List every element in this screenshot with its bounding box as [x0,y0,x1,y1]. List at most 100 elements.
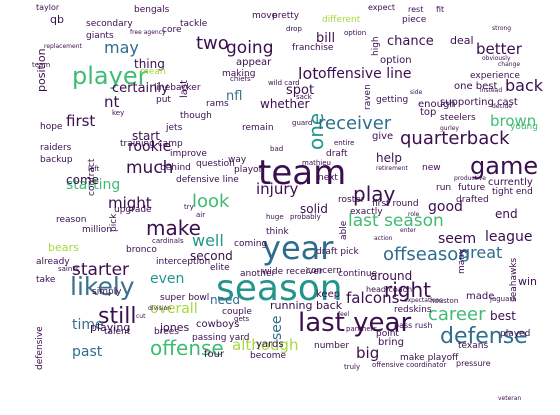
word-likely: likely [70,272,135,301]
word-huge: huge [266,213,284,221]
word-fit: fit [436,5,445,14]
word-improve: improve [170,149,207,159]
word-running-back: running back [270,299,343,312]
word-deal: deal [450,34,474,47]
word-better: better [476,40,522,58]
word-different: different [322,15,361,25]
word-saints: saints [58,265,79,273]
word-redskins: redskins [394,305,432,315]
word-going: going [226,38,274,58]
word-currently: currently [488,177,533,188]
word-sack: sack [296,93,312,101]
word-two: two [196,33,229,54]
word-win: win [518,275,538,288]
word-upgrade: upgrade [114,205,152,215]
word-enter: enter [400,227,417,234]
word-remain: remain [242,123,274,133]
word-talent: talent [104,327,131,337]
word-league: league [485,229,533,245]
word-falcons: falcons [346,289,400,307]
word-make-playoff: make playoff [400,353,459,363]
word-team-small: team [32,61,51,69]
word-cardinals: cardinals [152,237,184,245]
word-jets: jets [166,123,183,133]
word-yards: yards [256,339,284,350]
word-rest: rest [408,5,424,14]
word-bring: bring [378,337,404,348]
word-take: take [36,275,56,285]
word-guard: guard [292,119,313,127]
word-thing: thing [134,57,165,71]
word-become: become [250,351,287,361]
word-panthers: panthers [346,325,378,333]
word-four: four [204,349,225,360]
word-nt: nt [104,93,120,111]
word-draft-pick: draft pick [316,247,359,257]
word-getting: getting [376,95,409,105]
word-cowboys: cowboys [196,319,240,330]
word-offensive-coordinator: offensive coordinator [372,361,447,369]
word-free-agency: free agency [130,29,166,36]
word-past: past [72,344,103,360]
word-pretty: pretty [272,11,300,21]
word-played: played [500,329,531,339]
word-great: great [460,243,503,262]
word-help: help [376,151,402,165]
word-offseason: offseason [383,244,470,265]
word-although: although [232,336,299,354]
word-division: division [148,305,171,312]
word-million: million [82,225,112,235]
word-number: number [314,341,350,351]
word-game: game [470,152,539,180]
word-defensive-line: defensive line [176,175,239,185]
word-one-best: one best [454,81,498,92]
word-high: high [371,36,381,56]
word-bronco: bronco [126,245,157,255]
word-year: year [262,229,334,267]
word-drop: drop [286,25,302,33]
word-keep: keep [316,289,341,300]
word-air: air [196,211,206,219]
word-try: try [184,203,194,211]
word-second: second [190,249,233,263]
word-gurley: gurley [440,125,459,132]
word-wild-card: wild card [268,79,300,87]
word-linebacker: linebacker [154,83,201,93]
word-career: career [428,304,486,325]
word-look: look [192,191,230,212]
word-strong: strong [492,25,512,32]
word-end: end [495,207,518,221]
word-even: even [150,271,185,287]
word-chance: chance [387,34,434,49]
word-certainly: certainly [112,81,169,96]
word-last-season: last season [348,211,444,231]
word-bill: bill [316,31,336,46]
word-key: key [112,109,125,117]
word-tackle: tackle [180,19,208,29]
word-brees: brees [154,327,179,337]
word-best: best [490,309,516,323]
word-injury: injury [256,180,299,198]
word-make: make [146,216,201,240]
word-pass-rush: pass rush [394,321,433,330]
word-cut: cut [136,313,146,320]
word-made: made [466,291,495,302]
word-texans: texans [458,341,489,351]
word-giants: giants [86,31,114,41]
word-nfl: nfl [226,89,243,104]
word-bears: bears [48,241,79,254]
word-brown: brown [490,112,537,130]
word-entire: entire [334,139,355,147]
word-wide-receiver: wide receiver [262,267,323,277]
word-rams: rams [206,99,229,109]
word-playoff: playoff [234,165,265,175]
word-raiders: raiders [40,143,72,153]
word-first: first [66,112,96,130]
word-secondary: secondary [86,19,133,29]
word-hope: hope [40,122,63,132]
word-start: start [132,129,160,143]
word-may: may [104,38,139,57]
word-piece: piece [402,15,427,25]
word-starter: starter [72,260,130,280]
